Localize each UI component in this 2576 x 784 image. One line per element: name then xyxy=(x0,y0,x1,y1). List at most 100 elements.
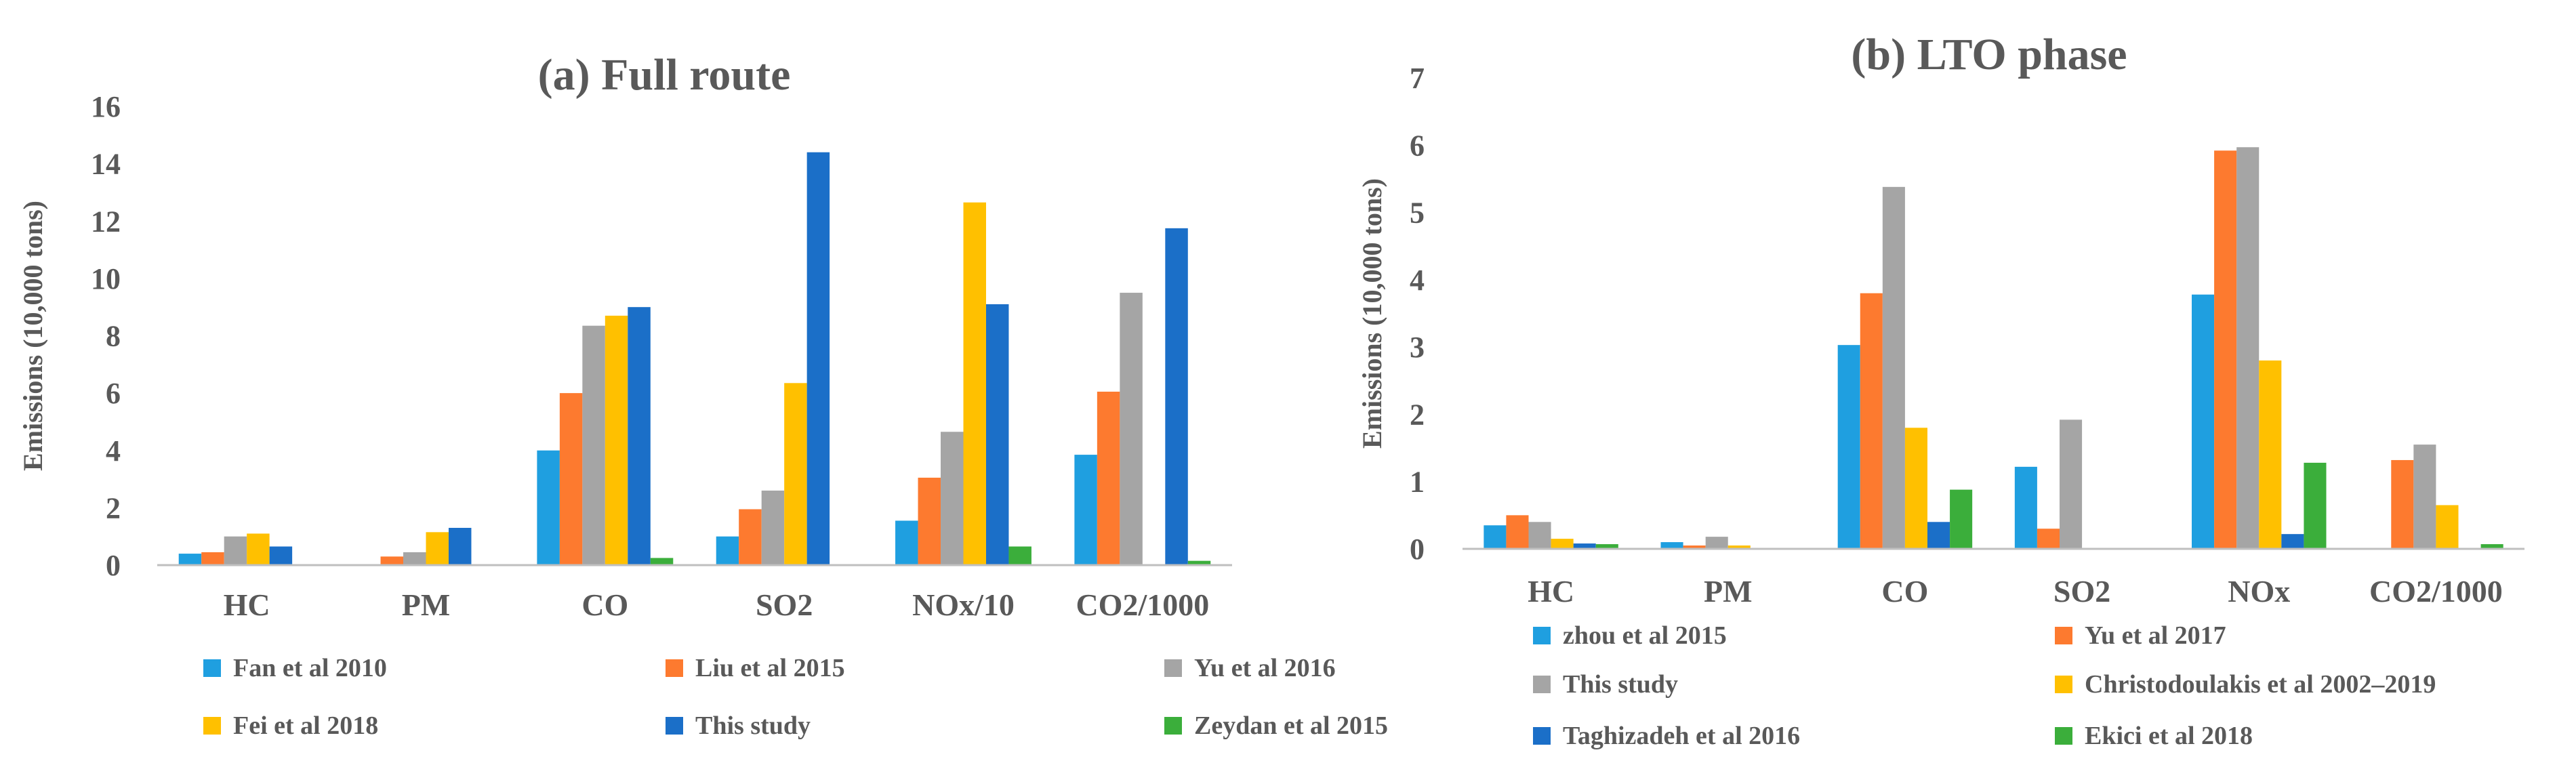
bar-zhou-et-al-2015-pm xyxy=(1660,542,1683,549)
bar-ekici-et-al-2018-co xyxy=(1950,489,1973,549)
legend-swatch-taghizadeh-et-al-2016 xyxy=(1533,727,1551,745)
legend-swatch-ekici-et-al-2018 xyxy=(2055,727,2072,745)
bar-christodoulakis-et-al-2002-2019-co xyxy=(1904,428,1927,549)
bar-this-study-co xyxy=(628,307,651,565)
bar-this-study-co2-1000 xyxy=(1165,228,1188,565)
chart-panel-full-route: (a) Full route Emissions (10,000 tons) 0 2 4… xyxy=(18,50,1388,740)
legend-swatch-christodoulakis-et-al-2002-2019 xyxy=(2055,676,2072,693)
bar-ekici-et-al-2018-hc xyxy=(1595,544,1618,549)
x-tick-label: PM xyxy=(1704,574,1753,608)
bar-yu-et-al-2016-nox-10 xyxy=(941,432,964,565)
legend-label-zeydan-et-al-2015: Zeydan et al 2015 xyxy=(1194,711,1388,740)
bar-yu-et-al-2017-pm xyxy=(1683,545,1706,549)
x-tick-label: PM xyxy=(402,587,451,622)
bar-fei-et-al-2018-co xyxy=(605,315,628,565)
legend-label-ekici-et-al-2018: Ekici et al 2018 xyxy=(2085,722,2253,750)
bar-fei-et-al-2018-pm xyxy=(426,532,449,565)
x-tick-label: SO2 xyxy=(2053,574,2110,608)
bar-zhou-et-al-2015-nox xyxy=(2192,294,2215,549)
y-tick-label: 14 xyxy=(91,148,121,181)
legend-label-this-study: This study xyxy=(1563,670,1678,699)
bar-fei-et-al-2018-so2 xyxy=(784,383,807,565)
bar-zeydan-et-al-2015-co2-1000 xyxy=(1187,560,1211,565)
bar-taghizadeh-et-al-2016-nox xyxy=(2281,534,2304,549)
y-tick-label: 12 xyxy=(91,205,121,238)
bar-christodoulakis-et-al-2002-2019-nox xyxy=(2259,360,2282,549)
y-tick-label: 2 xyxy=(106,491,121,524)
bar-liu-et-al-2015-nox-10 xyxy=(918,477,941,565)
bar-this-study-co xyxy=(1882,186,1905,549)
bar-fan-et-al-2010-co xyxy=(537,450,560,565)
x-tick-label: CO xyxy=(1881,574,1928,608)
legend-swatch-liu-et-al-2015 xyxy=(666,659,683,677)
legend-swatch-this-study xyxy=(666,717,683,735)
legend-swatch-fei-et-al-2018 xyxy=(203,717,221,735)
y-tick-label: 5 xyxy=(1410,197,1425,230)
bar-this-study-nox xyxy=(2236,147,2260,549)
legend: zhou et al 2015 Yu et al 2017 This study Ch… xyxy=(1533,621,2436,750)
bar-yu-et-al-2016-so2 xyxy=(761,490,785,565)
legend-label-zhou-et-al-2015: zhou et al 2015 xyxy=(1563,621,1727,650)
x-tick-label: HC xyxy=(1528,574,1574,608)
bar-yu-et-al-2017-co xyxy=(1860,293,1883,549)
y-tick-label: 4 xyxy=(106,434,121,468)
bar-yu-et-al-2016-co xyxy=(582,325,605,565)
bar-fan-et-al-2010-nox-10 xyxy=(895,520,918,565)
bar-yu-et-al-2017-co2-1000 xyxy=(2391,459,2414,549)
bar-fan-et-al-2010-so2 xyxy=(716,536,739,565)
x-tick-label: NOx xyxy=(2228,574,2290,608)
x-tick-label: NOx/10 xyxy=(912,587,1015,622)
bar-this-study-so2 xyxy=(2060,419,2083,549)
bar-fei-et-al-2018-nox-10 xyxy=(963,202,986,565)
chart-panel-lto-phase: (b) LTO phase Emissions (10,000 tons) 0 1 2 3… xyxy=(1357,30,2524,750)
bar-this-study-pm xyxy=(448,527,472,565)
bar-liu-et-al-2015-so2 xyxy=(739,509,762,565)
bar-yu-et-al-2016-co2-1000 xyxy=(1120,293,1143,565)
bar-fan-et-al-2010-hc xyxy=(178,554,202,565)
y-tick-label: 6 xyxy=(106,377,121,410)
legend-label-taghizadeh-et-al-2016: Taghizadeh et al 2016 xyxy=(1563,722,1800,750)
bar-yu-et-al-2016-hc xyxy=(224,536,247,565)
y-tick-label: 16 xyxy=(91,90,121,123)
y-tick-label: 0 xyxy=(1410,533,1425,566)
bar-christodoulakis-et-al-2002-2019-hc xyxy=(1551,539,1574,549)
y-tick-label: 3 xyxy=(1410,331,1425,364)
y-axis-label: Emissions (10,000 tons) xyxy=(1357,178,1387,449)
legend-label-christodoulakis-et-al-2002-2019: Christodoulakis et al 2002–2019 xyxy=(2085,670,2436,699)
legend: Fan et al 2010 Liu et al 2015 Yu et al 201… xyxy=(203,654,1388,740)
bar-this-study-nox-10 xyxy=(985,304,1009,565)
bar-liu-et-al-2015-co xyxy=(559,393,583,565)
bar-zhou-et-al-2015-co xyxy=(1837,345,1860,549)
legend-swatch-zhou-et-al-2015 xyxy=(1533,627,1551,644)
y-tick-label: 7 xyxy=(1410,62,1425,95)
bar-this-study-hc xyxy=(269,546,293,565)
bar-taghizadeh-et-al-2016-co xyxy=(1927,522,1950,549)
bar-zeydan-et-al-2015-nox-10 xyxy=(1008,546,1031,565)
bar-taghizadeh-et-al-2016-hc xyxy=(1573,543,1596,549)
bar-fan-et-al-2010-co2-1000 xyxy=(1074,455,1097,565)
legend-label-yu-et-al-2016: Yu et al 2016 xyxy=(1194,654,1336,682)
legend-label-fei-et-al-2018: Fei et al 2018 xyxy=(233,711,378,740)
bar-yu-et-al-2017-so2 xyxy=(2037,529,2060,549)
legend-label-this-study: This study xyxy=(695,711,811,740)
x-tick-label: CO2/1000 xyxy=(1076,587,1209,622)
legend-swatch-fan-et-al-2010 xyxy=(203,659,221,677)
y-tick-label: 4 xyxy=(1410,264,1425,297)
bar-christodoulakis-et-al-2002-2019-pm xyxy=(1727,545,1751,549)
legend-label-liu-et-al-2015: Liu et al 2015 xyxy=(695,654,845,682)
bar-this-study-pm xyxy=(1705,537,1728,549)
legend-swatch-this-study xyxy=(1533,676,1551,693)
y-tick-label: 0 xyxy=(106,549,121,582)
legend-swatch-zeydan-et-al-2015 xyxy=(1164,717,1182,735)
x-tick-label: SO2 xyxy=(756,587,813,622)
bar-this-study-so2 xyxy=(806,152,830,565)
y-tick-label: 8 xyxy=(106,320,121,353)
chart-title: (a) Full route xyxy=(538,50,791,100)
y-axis-label: Emissions (10,000 tons) xyxy=(18,201,48,471)
bar-this-study-co2-1000 xyxy=(2413,445,2436,549)
bar-zhou-et-al-2015-so2 xyxy=(2014,466,2037,549)
bar-christodoulakis-et-al-2002-2019-co2-1000 xyxy=(2436,505,2459,549)
bar-this-study-hc xyxy=(1528,522,1551,549)
